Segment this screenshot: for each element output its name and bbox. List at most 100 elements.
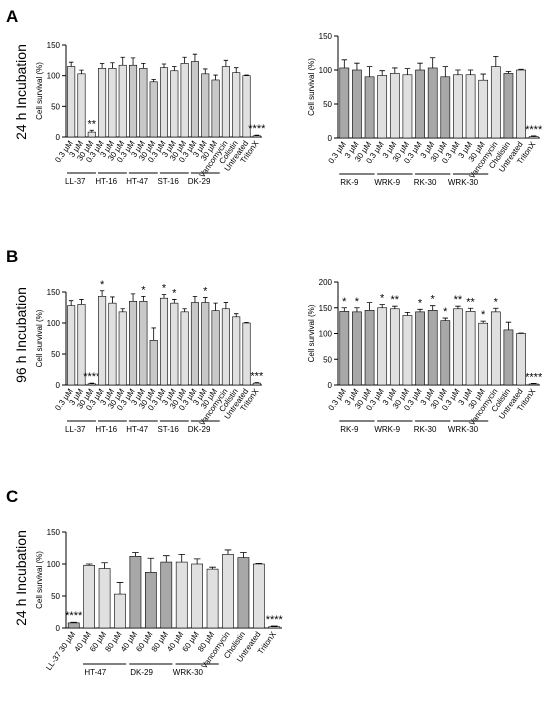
bar	[114, 593, 126, 629]
error-bar	[270, 625, 278, 627]
significance: **	[454, 294, 463, 306]
bar	[149, 340, 158, 386]
bar	[427, 310, 438, 386]
error-bar	[429, 57, 436, 68]
y-tick-label: 150	[319, 32, 333, 41]
error-bar	[130, 57, 136, 66]
error-bar	[101, 562, 108, 569]
significance: *	[380, 293, 385, 305]
row-label: 24 h Incubation	[13, 530, 29, 626]
bar	[191, 563, 203, 629]
bar	[377, 75, 388, 139]
significance: *	[418, 297, 423, 309]
bar	[232, 316, 241, 386]
panel-letter: C	[6, 487, 18, 506]
error-bar	[68, 300, 74, 306]
bar	[190, 302, 199, 386]
group-label: RK-9	[340, 178, 359, 187]
bar	[440, 76, 451, 139]
bar	[252, 382, 261, 386]
error-bar	[255, 562, 263, 564]
bar	[402, 315, 413, 386]
bar	[253, 563, 265, 629]
error-bar	[89, 382, 95, 384]
bar	[222, 554, 234, 629]
y-tick-label: 150	[47, 41, 61, 50]
bar	[453, 74, 463, 139]
error-bar	[480, 73, 486, 81]
bar	[221, 308, 230, 386]
significance: *	[443, 306, 448, 318]
bar	[129, 556, 142, 629]
significance: *	[100, 279, 105, 291]
bar	[242, 322, 251, 386]
error-bar	[429, 305, 436, 311]
bar	[201, 73, 210, 138]
error-bar	[404, 68, 411, 75]
bar	[427, 67, 438, 139]
group-label: RK-9	[340, 425, 359, 434]
bar	[352, 311, 362, 386]
error-bar	[162, 555, 170, 563]
y-axis-label: Cell survival (%)	[35, 551, 44, 609]
error-bar	[172, 299, 177, 304]
error-bar	[193, 558, 201, 564]
error-bar	[518, 68, 524, 70]
bar	[211, 310, 220, 386]
bar	[67, 622, 80, 629]
bar	[201, 302, 210, 386]
bar	[139, 300, 148, 386]
panel-letter: B	[6, 247, 18, 266]
error-bar	[530, 135, 537, 137]
error-bar	[70, 621, 78, 623]
error-bar	[203, 68, 208, 74]
group-label: LL-37	[65, 425, 86, 434]
group-label: HT-16	[95, 177, 117, 186]
bar	[478, 79, 489, 139]
error-bar	[68, 61, 74, 67]
error-bar	[493, 56, 499, 67]
error-bar	[233, 313, 239, 317]
error-bar	[192, 53, 198, 62]
error-bar	[480, 320, 486, 324]
error-bar	[354, 307, 360, 312]
error-bar	[467, 69, 474, 75]
bar	[339, 311, 350, 386]
group-label: DK-29	[130, 668, 153, 677]
y-tick-label: 50	[51, 102, 60, 111]
error-bar	[161, 63, 167, 68]
error-bar	[110, 62, 115, 69]
error-bar	[192, 295, 198, 303]
error-bar	[366, 302, 373, 311]
bar	[503, 329, 514, 386]
error-bar	[505, 321, 512, 330]
group-label: RK-30	[414, 178, 437, 187]
bar	[190, 61, 199, 138]
bar	[206, 568, 219, 629]
significance: *	[355, 296, 360, 308]
error-bar	[141, 63, 146, 69]
error-bar	[417, 62, 423, 70]
significance: *	[141, 284, 146, 296]
error-bar	[147, 557, 155, 573]
y-axis-label: Cell survival (%)	[35, 309, 44, 367]
significance: ****	[65, 610, 83, 622]
group-label: WRK-9	[374, 178, 400, 187]
bar	[108, 302, 117, 386]
x-tick-label: LL-37 30 µM	[44, 630, 77, 672]
significance: ****	[248, 123, 266, 135]
group-label: HT-16	[95, 425, 117, 434]
error-bar	[354, 62, 360, 70]
error-bar	[518, 332, 524, 334]
bar	[77, 73, 86, 138]
bar	[83, 564, 95, 629]
bar	[377, 307, 388, 386]
significance: *	[431, 294, 436, 306]
bar	[67, 66, 76, 138]
bar	[415, 69, 425, 139]
error-bar	[79, 299, 84, 305]
error-bar	[178, 554, 186, 563]
group-label: WRK-30	[448, 178, 479, 187]
y-tick-label: 0	[328, 381, 333, 390]
bar	[118, 311, 127, 386]
